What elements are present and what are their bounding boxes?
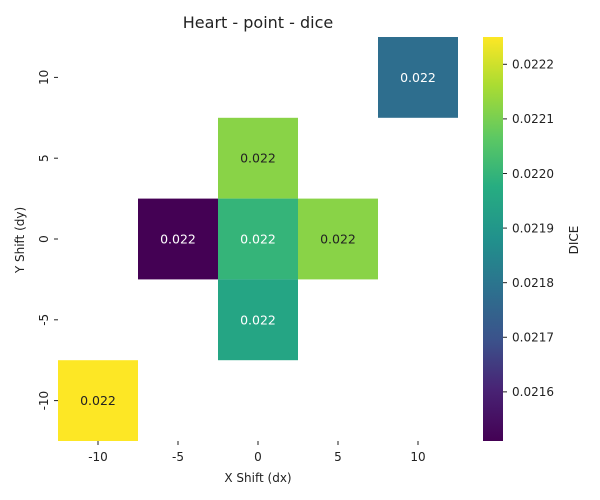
x-axis: -10 -5 0 5 10	[88, 441, 426, 464]
y-tick-label: 0	[37, 235, 51, 243]
colorbar-ticks: 0.0216 0.0217 0.0218 0.0219 0.0220 0.0221 0.02…	[503, 58, 554, 399]
x-axis-label: X Shift (dx)	[224, 471, 291, 485]
y-tick-label: 10	[37, 70, 51, 85]
cell-value-label: 0.022	[80, 393, 116, 408]
x-tick-label: 5	[334, 450, 342, 464]
cell-value-label: 0.022	[240, 151, 276, 166]
cell-value-label: 0.022	[240, 312, 276, 327]
colorbar-tick-label: 0.0220	[512, 167, 554, 181]
chart-title: Heart - point - dice	[183, 13, 333, 32]
y-tick-label: -10	[37, 391, 51, 411]
colorbar-tick-label: 0.0218	[512, 276, 554, 290]
cell-labels: 0.022 0.022 0.022 0.022 0.022 0.022 0.022	[80, 70, 436, 408]
colorbar-label: DICE	[567, 226, 581, 255]
heatmap-cell	[298, 198, 378, 280]
heatmap-cell	[378, 37, 458, 118]
x-tick-label: -5	[172, 450, 184, 464]
y-axis-label: Y Shift (dy)	[13, 207, 27, 274]
heatmap-cell	[58, 360, 138, 441]
cell-value-label: 0.022	[400, 70, 436, 85]
y-tick-label: -5	[37, 314, 51, 326]
colorbar-tick-label: 0.0219	[512, 221, 554, 235]
heatmap-cells	[58, 37, 458, 441]
colorbar	[483, 37, 503, 441]
colorbar-tick-label: 0.0217	[512, 331, 554, 345]
heatmap-cell	[138, 198, 218, 280]
heatmap-cell	[218, 279, 298, 361]
y-axis: 10 5 0 -5 -10	[37, 70, 58, 411]
cell-value-label: 0.022	[240, 232, 276, 247]
cell-value-label: 0.022	[320, 232, 356, 247]
colorbar-tick-label: 0.0222	[512, 58, 554, 72]
colorbar-tick-label: 0.0216	[512, 385, 554, 399]
y-tick-label: 5	[37, 154, 51, 162]
colorbar-tick-label: 0.0221	[512, 112, 554, 126]
x-tick-label: -10	[88, 450, 108, 464]
heatmap-cell	[218, 198, 298, 280]
x-tick-label: 0	[254, 450, 262, 464]
cell-value-label: 0.022	[160, 232, 196, 247]
x-tick-label: 10	[410, 450, 425, 464]
heatmap-cell	[218, 117, 298, 199]
